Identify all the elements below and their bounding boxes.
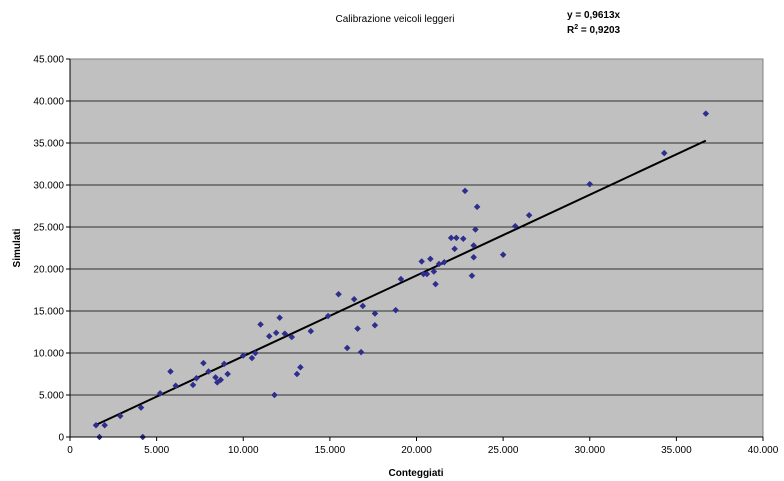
y-tick-label-2: 10.000: [33, 349, 64, 360]
data-point-30: [307, 327, 315, 335]
data-point-63: [586, 180, 594, 188]
data-point-49: [440, 258, 448, 266]
x-tick-label-2: 10.000: [228, 445, 259, 456]
data-point-40: [392, 306, 400, 314]
data-point-10: [193, 374, 200, 382]
data-point-15: [217, 376, 225, 384]
data-point-54: [461, 187, 469, 195]
x-tick-label-3: 15.000: [315, 445, 346, 456]
data-point-31: [324, 312, 332, 320]
trendline-equation: y = 0,9613x: [567, 10, 621, 21]
x-tick-label-1: 5.000: [144, 445, 169, 456]
data-point-59: [473, 203, 481, 211]
x-tick-label-0: 0: [67, 445, 73, 456]
plot-area: [69, 58, 764, 438]
data-point-65: [702, 110, 710, 117]
y-tick-label-5: 25.000: [33, 223, 64, 234]
data-point-53: [459, 235, 467, 243]
data-point-42: [418, 258, 426, 265]
data-point-27: [288, 333, 296, 341]
x-tick-label-5: 25.000: [488, 445, 519, 456]
data-point-51: [451, 245, 458, 253]
r-squared-label: R2 = 0,9203: [567, 24, 621, 36]
y-tick-label-4: 20.000: [33, 265, 64, 276]
data-point-41: [397, 275, 405, 283]
data-point-20: [252, 349, 259, 357]
data-point-19: [248, 354, 256, 362]
y-tick-label-6: 30.000: [33, 181, 64, 192]
data-point-21: [257, 321, 264, 328]
data-point-48: [435, 260, 443, 268]
data-point-50: [447, 234, 455, 242]
y-axis-ticks: 0 5.000 10.000 15.000 20.000 25.000 30.000 35.0…: [33, 55, 71, 444]
data-point-47: [432, 280, 439, 288]
data-point-38: [371, 310, 379, 317]
data-point-36: [357, 348, 365, 356]
x-tick-label-8: 40.000: [748, 445, 779, 456]
chart-title: Calibrazione veicoli leggeri: [336, 14, 455, 25]
x-tick-label-7: 35.000: [661, 445, 692, 456]
data-point-12: [205, 368, 212, 375]
data-point-0: [92, 421, 100, 429]
r-squared-prefix: R: [567, 25, 575, 36]
data-point-60: [499, 251, 507, 259]
data-point-56: [470, 253, 478, 261]
y-tick-label-9: 45.000: [33, 55, 64, 66]
data-point-16: [220, 360, 228, 368]
data-point-4: [137, 404, 145, 411]
data-point-37: [359, 302, 367, 310]
data-point-22: [265, 332, 273, 340]
data-point-45: [427, 255, 434, 263]
x-tick-label-4: 20.000: [401, 445, 432, 456]
data-point-52: [452, 234, 460, 242]
y-axis-title: Simulati: [12, 228, 23, 267]
data-point-17: [224, 370, 232, 378]
r-squared-value: = 0,9203: [578, 25, 620, 36]
data-point-6: [156, 389, 164, 397]
r-squared-exponent: 2: [574, 24, 578, 31]
x-tick-label-6: 30.000: [574, 445, 605, 456]
data-point-29: [297, 363, 304, 371]
data-point-8: [172, 382, 180, 390]
y-tick-label-1: 5.000: [39, 391, 64, 402]
data-point-58: [472, 226, 479, 233]
data-point-11: [200, 359, 207, 367]
x-axis-ticks: 0 5.000 10.000 15.000 20.000 25.000 30.000 35.0…: [67, 436, 779, 456]
gridlines: [70, 100, 763, 396]
data-point-35: [354, 325, 361, 332]
data-point-28: [293, 370, 301, 378]
data-point-23: [271, 391, 278, 399]
data-point-57: [470, 242, 478, 249]
data-point-18: [239, 352, 247, 359]
data-point-64: [660, 149, 668, 157]
data-points: [92, 110, 710, 441]
y-tick-label-7: 35.000: [33, 139, 64, 150]
data-point-61: [511, 222, 519, 230]
data-point-26: [281, 330, 289, 338]
data-point-13: [212, 374, 219, 381]
data-point-3: [116, 412, 124, 420]
x-axis-title: Conteggiati: [389, 468, 444, 479]
data-point-44: [423, 270, 431, 278]
data-point-24: [272, 329, 280, 337]
data-point-46: [430, 268, 438, 275]
data-point-32: [335, 290, 342, 298]
data-point-34: [350, 295, 358, 303]
data-point-25: [276, 314, 283, 322]
y-tick-label-3: 15.000: [33, 307, 64, 318]
data-point-62: [525, 211, 533, 219]
data-point-9: [189, 381, 197, 389]
y-tick-label-0: 0: [58, 433, 64, 444]
data-point-55: [468, 272, 476, 280]
y-tick-label-8: 40.000: [33, 97, 64, 108]
data-point-7: [167, 368, 174, 375]
data-point-33: [343, 344, 351, 352]
data-point-39: [371, 321, 379, 329]
data-point-2: [101, 421, 109, 429]
